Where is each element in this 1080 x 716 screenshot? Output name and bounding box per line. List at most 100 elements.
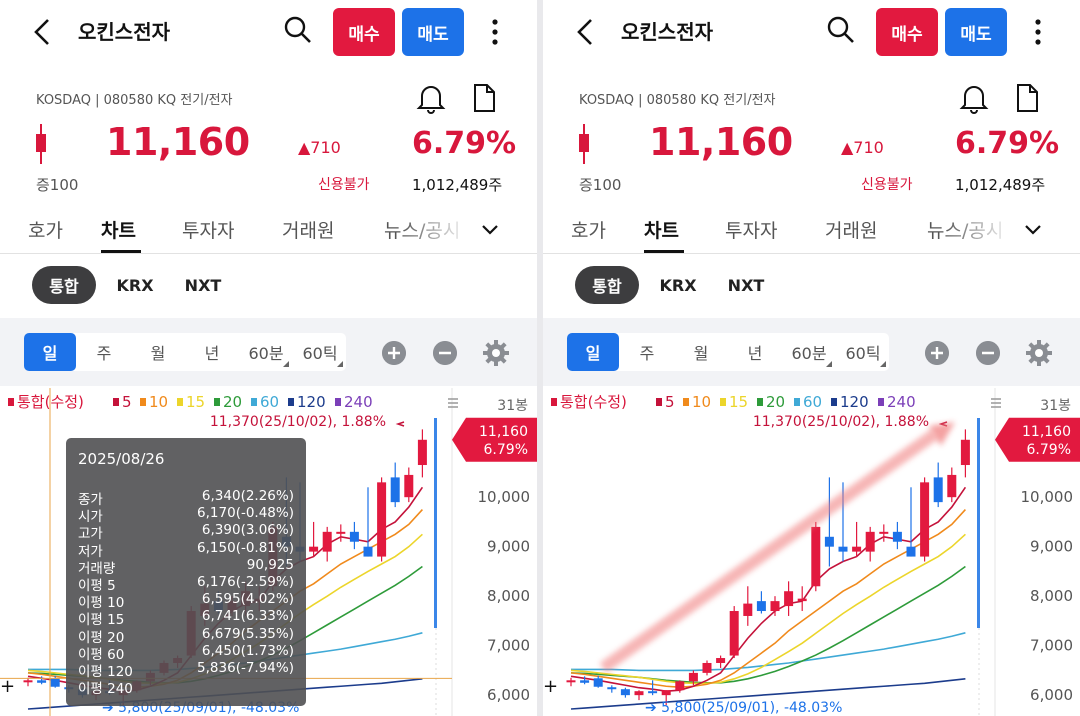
candle xyxy=(593,675,603,688)
document-icon[interactable] xyxy=(1013,82,1041,114)
tab-orderbook[interactable]: 호가 xyxy=(28,220,63,242)
candle-body xyxy=(390,477,400,503)
exchange-krx[interactable]: KRX xyxy=(659,275,697,295)
tab-investor[interactable]: 투자자 xyxy=(182,220,235,242)
candle-body xyxy=(648,691,658,694)
stock-screen-right: 오킨스전자 매수 매도 KOSDAQ | 080580 KQ 전기/전자 11,… xyxy=(543,0,1080,716)
legend-swatch xyxy=(656,398,662,406)
exchange-selector: 통합 KRX NXT xyxy=(0,256,537,316)
low-annotation: ➔ 5,800(25/09/01), -48.03% xyxy=(645,700,842,716)
sell-button[interactable]: 매도 xyxy=(402,8,464,56)
more-vertical-icon[interactable] xyxy=(1027,14,1049,50)
chevron-down-icon[interactable] xyxy=(1023,220,1043,240)
period-month[interactable]: 월 xyxy=(150,344,166,363)
bell-icon[interactable] xyxy=(959,82,989,114)
legend-label: 240 xyxy=(344,393,373,411)
back-arrow-icon[interactable] xyxy=(28,14,58,50)
period-day[interactable]: 일 xyxy=(24,333,76,371)
period-60tick[interactable]: 60틱 xyxy=(837,333,889,371)
legend-label: 통합(수정) xyxy=(560,393,627,411)
zoom-out-icon[interactable] xyxy=(433,341,457,365)
candle-body xyxy=(879,531,889,534)
legend-swatch xyxy=(140,398,146,406)
gear-icon[interactable] xyxy=(1025,339,1053,367)
buy-button[interactable]: 매수 xyxy=(876,8,938,56)
candle xyxy=(309,521,319,557)
period-year[interactable]: 년 xyxy=(204,344,220,363)
tooltip-value: 5,836(-7.94%) xyxy=(197,660,294,676)
back-arrow-icon[interactable] xyxy=(571,14,601,50)
chart-canvas[interactable]: 통합(수정) 5 10 15 20 60 120 240 31봉 11,370(25/10/02)… xyxy=(543,388,1080,716)
search-icon[interactable] xyxy=(825,14,857,46)
tab-broker[interactable]: 거래원 xyxy=(825,220,878,242)
candle-body xyxy=(960,439,970,466)
period-year[interactable]: 년 xyxy=(747,344,763,363)
legend-swatch xyxy=(8,398,14,406)
current-price-flag xyxy=(995,417,1080,462)
tab-chart[interactable]: 차트 xyxy=(644,220,679,242)
info-tabs: 호가 차트 투자자 거래원 뉴스/공시 xyxy=(0,206,537,254)
bell-icon[interactable] xyxy=(416,82,446,114)
price-change-percent: 6.79% xyxy=(955,126,1060,161)
period-month[interactable]: 월 xyxy=(693,344,709,363)
legend-swatch xyxy=(551,398,557,406)
tooltip-row: 시가 6,170(-0.48%) xyxy=(78,505,294,525)
candle xyxy=(960,429,970,478)
candle-body xyxy=(661,690,671,696)
tooltip-value: 6,595(4.02%) xyxy=(201,591,294,608)
period-week[interactable]: 주 xyxy=(639,344,655,363)
legend-label: 10 xyxy=(149,393,168,411)
tooltip-key: 거래량 xyxy=(78,560,116,577)
more-vertical-icon[interactable] xyxy=(484,14,506,50)
exchange-krx[interactable]: KRX xyxy=(116,275,154,295)
tab-chart[interactable]: 차트 xyxy=(101,220,136,242)
candle xyxy=(688,670,698,686)
sell-button[interactable]: 매도 xyxy=(945,8,1007,56)
period-60min[interactable]: 60분 xyxy=(783,333,835,371)
gear-icon[interactable] xyxy=(482,339,510,367)
period-week[interactable]: 주 xyxy=(96,344,112,363)
period-60min[interactable]: 60분 xyxy=(240,333,292,371)
candle xyxy=(620,687,630,698)
chart-scrollbar xyxy=(434,418,437,628)
zoom-in-icon[interactable] xyxy=(382,341,406,365)
period-day[interactable]: 일 xyxy=(567,333,619,371)
period-60tick[interactable]: 60틱 xyxy=(294,333,346,371)
candle-body xyxy=(634,691,644,696)
legend-swatch xyxy=(878,398,884,406)
tab-orderbook[interactable]: 호가 xyxy=(571,220,606,242)
y-tick-label: 10,000 xyxy=(1021,488,1074,506)
zoom-in-icon[interactable] xyxy=(925,341,949,365)
tab-investor[interactable]: 투자자 xyxy=(725,220,778,242)
exchange-nxt[interactable]: NXT xyxy=(727,275,765,295)
search-icon[interactable] xyxy=(282,14,314,46)
dropdown-triangle-icon xyxy=(826,361,832,367)
document-icon[interactable] xyxy=(470,82,498,114)
current-price: 11,160 xyxy=(649,120,793,164)
price-chart[interactable]: 통합(수정) 5 10 15 20 60 120 240 31봉 11,370(25/10/02)… xyxy=(543,388,1080,716)
chevron-down-icon[interactable] xyxy=(480,220,500,240)
exchange-integrated[interactable]: 통합 xyxy=(575,266,639,304)
tab-fade xyxy=(943,208,1013,248)
tab-broker[interactable]: 거래원 xyxy=(282,220,335,242)
crosshair-marker: + xyxy=(543,676,558,697)
stock-name: 오킨스전자 xyxy=(621,20,713,44)
candle-body xyxy=(593,678,603,687)
exchange-integrated[interactable]: 통합 xyxy=(32,266,96,304)
buy-button[interactable]: 매수 xyxy=(333,8,395,56)
tooltip-row: 종가 6,340(2.26%) xyxy=(78,488,294,508)
tooltip-date: 2025/08/26 xyxy=(78,450,165,468)
y-tick-label: 9,000 xyxy=(1030,538,1073,556)
candle xyxy=(865,526,875,562)
candle-body xyxy=(892,531,902,542)
tooltip-key: 이평 15 xyxy=(78,612,125,629)
candle xyxy=(770,596,780,616)
y-tick-label: 9,000 xyxy=(487,538,530,556)
exchange-nxt[interactable]: NXT xyxy=(184,275,222,295)
candle-body xyxy=(920,482,930,557)
legend-swatch xyxy=(251,398,257,406)
tooltip-value: 6,340(2.26%) xyxy=(201,488,294,504)
market-info: KOSDAQ | 080580 KQ 전기/전자 xyxy=(579,93,776,108)
legend-label: 20 xyxy=(766,393,785,411)
zoom-out-icon[interactable] xyxy=(976,341,1000,365)
